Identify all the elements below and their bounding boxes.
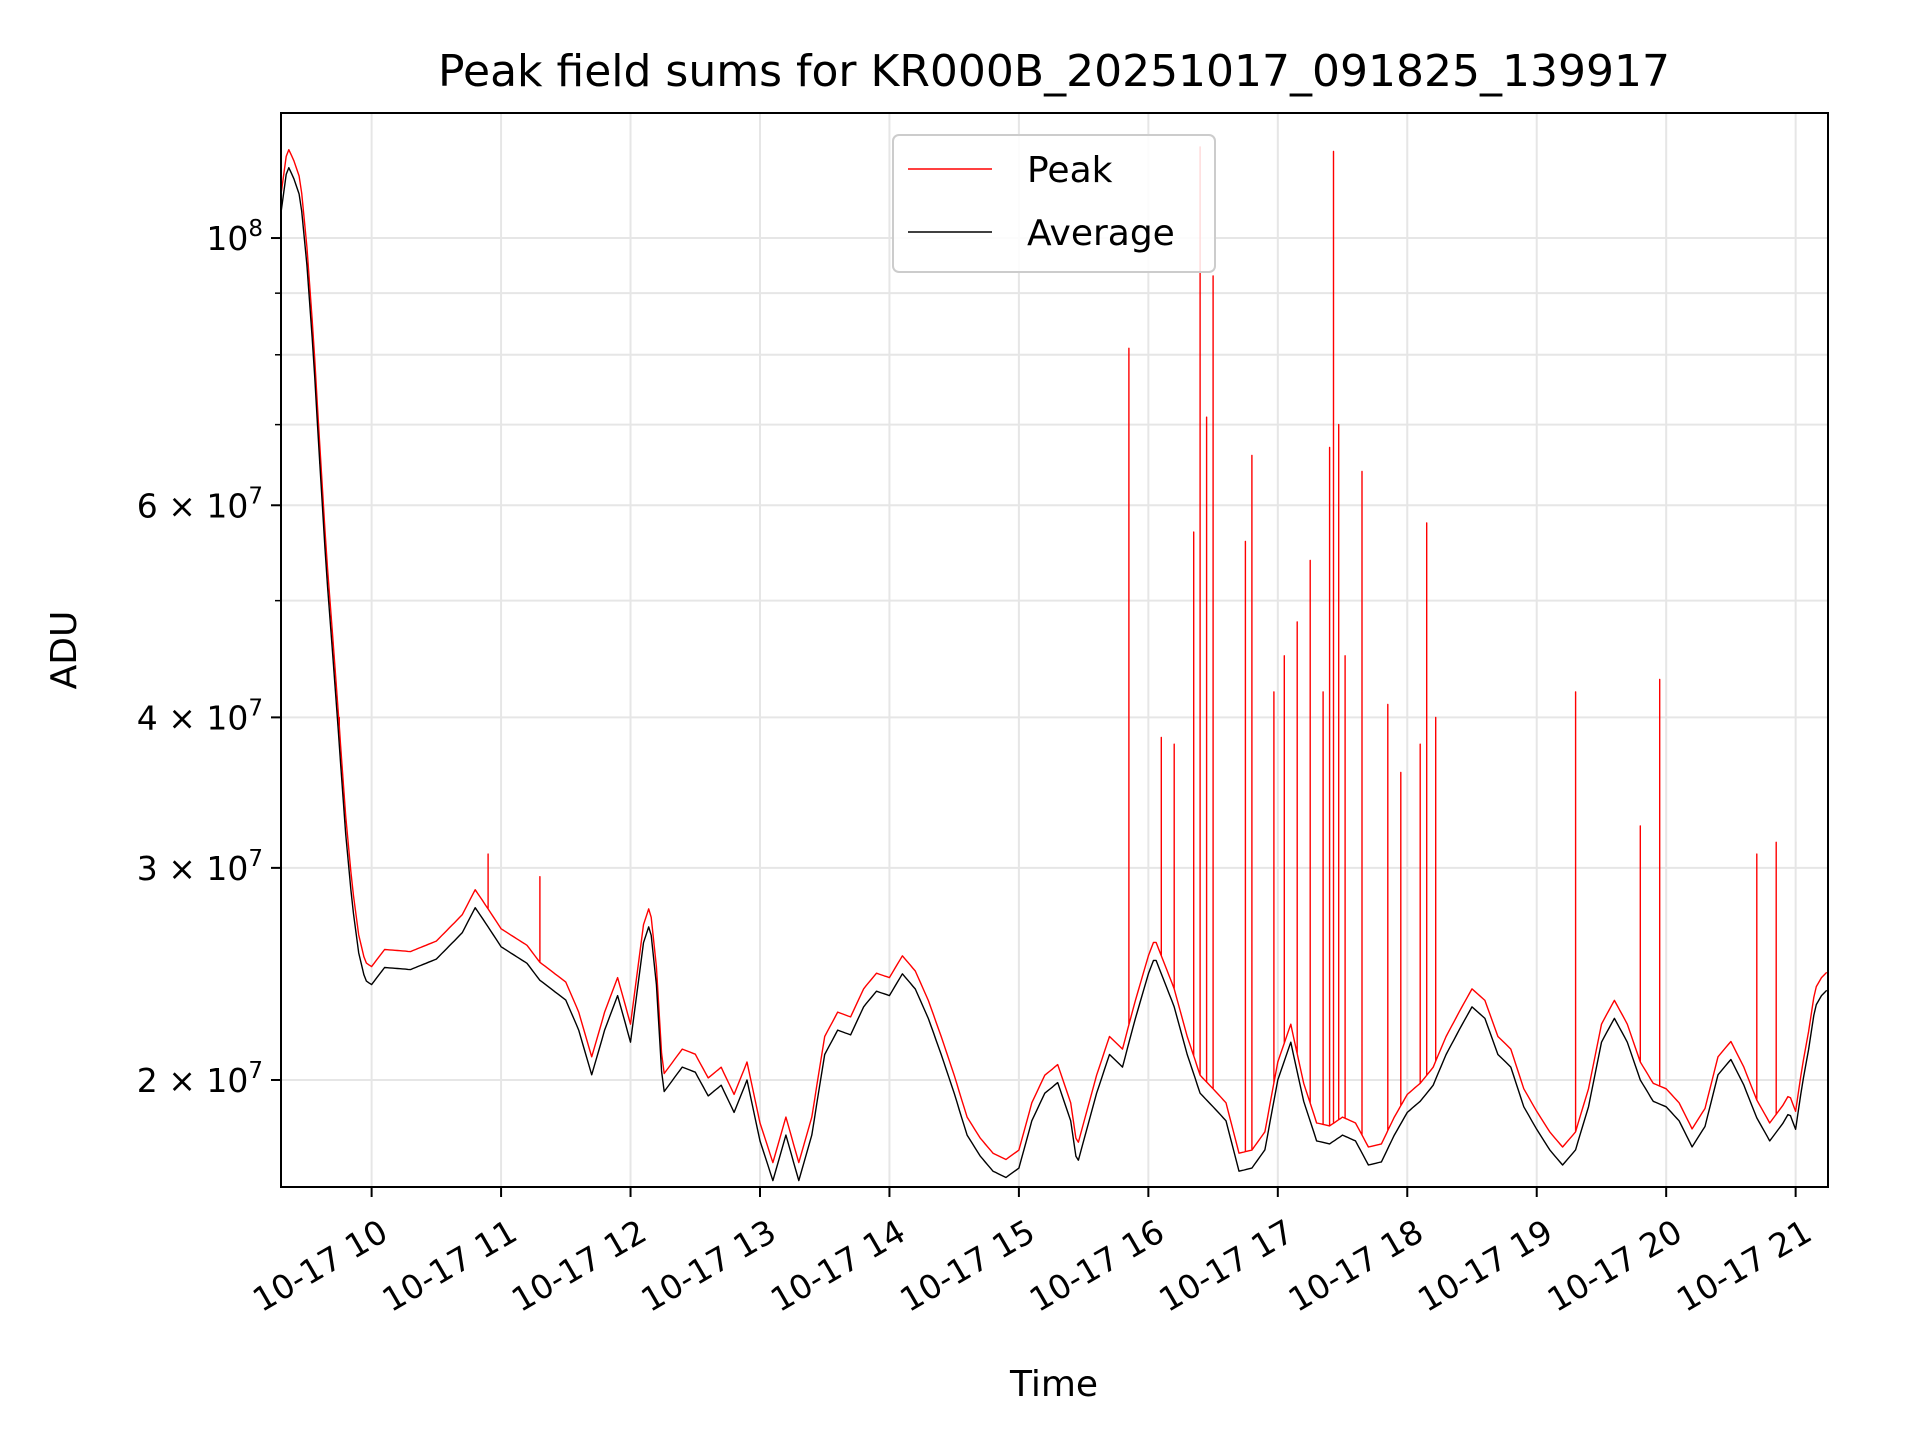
legend-average-label: Average — [1027, 213, 1175, 254]
legend-peak-label: Peak — [1027, 150, 1113, 191]
plot-frame — [280, 112, 1829, 1188]
y-tick-label: 2 × 107 — [137, 1058, 263, 1100]
series-line-average — [281, 167, 1828, 1182]
series-line-peak — [281, 146, 1828, 1164]
y-axis: 2 × 107 3 × 107 4 × 107 6 × 107 108 — [137, 216, 281, 1100]
y-axis-label: ADU — [44, 611, 85, 690]
grid-lines — [281, 113, 1828, 1187]
y-tick-label: 6 × 107 — [137, 483, 263, 525]
x-axis-label: Time — [1009, 1364, 1098, 1405]
plot-series — [281, 146, 1828, 1182]
y-tick-label: 3 × 107 — [137, 846, 263, 888]
y-tick-label: 108 — [206, 216, 263, 258]
chart-title: Peak field sums for KR000B_20251017_0918… — [438, 46, 1670, 97]
y-tick-label: 4 × 107 — [137, 695, 263, 737]
legend: Peak Average — [892, 134, 1216, 273]
